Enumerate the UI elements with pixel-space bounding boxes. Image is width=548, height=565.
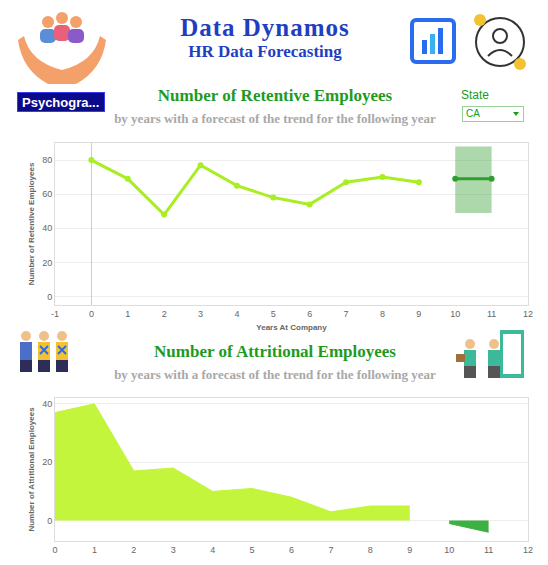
svg-text:3: 3	[198, 309, 203, 319]
svg-text:20: 20	[42, 258, 52, 268]
svg-text:8: 8	[368, 545, 373, 555]
svg-text:11: 11	[484, 545, 493, 555]
svg-text:12: 12	[523, 309, 533, 319]
svg-text:7: 7	[328, 545, 333, 555]
svg-text:2: 2	[162, 309, 167, 319]
svg-text:Number of Retentive Employees: Number of Retentive Employees	[27, 162, 36, 285]
svg-text:3: 3	[171, 545, 176, 555]
svg-text:2: 2	[131, 545, 136, 555]
html-text:HR Data Forecasting: HR Data Forecasting	[188, 42, 342, 61]
svg-text:80: 80	[42, 155, 52, 165]
svg-text:60: 60	[42, 189, 52, 199]
html-text:by years with a forecast of th: by years with a forecast of the trend fo…	[114, 367, 436, 382]
svg-text:5: 5	[250, 545, 255, 555]
svg-text:9: 9	[407, 545, 412, 555]
svg-text:4: 4	[234, 309, 239, 319]
svg-text:7: 7	[344, 309, 349, 319]
svg-text:1: 1	[125, 309, 130, 319]
svg-text:0: 0	[89, 309, 94, 319]
html-text:Data Dynamos: Data Dynamos	[180, 14, 350, 41]
svg-text:10: 10	[450, 309, 460, 319]
html-text:Number of Retentive Employees: Number of Retentive Employees	[157, 86, 393, 105]
html-text:Number of Attritional Employee: Number of Attritional Employees	[154, 342, 396, 361]
svg-text:10: 10	[444, 545, 454, 555]
svg-text:40: 40	[42, 399, 52, 409]
svg-text:8: 8	[380, 309, 385, 319]
svg-text:6: 6	[307, 309, 312, 319]
html-text:CA: CA	[466, 108, 480, 119]
svg-text:Number of Attritional Employee: Number of Attritional Employees	[27, 407, 36, 532]
html-text:Psychogra...: Psychogra...	[22, 95, 100, 110]
svg-text:0: 0	[47, 516, 52, 526]
svg-text:12: 12	[523, 545, 533, 555]
svg-text:Years At Company: Years At Company	[256, 323, 327, 332]
svg-text:4: 4	[210, 545, 215, 555]
svg-text:0: 0	[52, 545, 57, 555]
svg-text:20: 20	[42, 457, 52, 467]
html-text:by years with a forecast of th: by years with a forecast of the trend fo…	[114, 111, 436, 126]
svg-text:0: 0	[47, 292, 52, 302]
svg-text:6: 6	[289, 545, 294, 555]
svg-text:9: 9	[416, 309, 421, 319]
svg-text:40: 40	[42, 223, 52, 233]
svg-text:11: 11	[487, 309, 496, 319]
svg-text:1: 1	[92, 545, 97, 555]
svg-text:-1: -1	[51, 309, 59, 319]
html-text:State: State	[461, 88, 489, 102]
svg-text:5: 5	[271, 309, 276, 319]
